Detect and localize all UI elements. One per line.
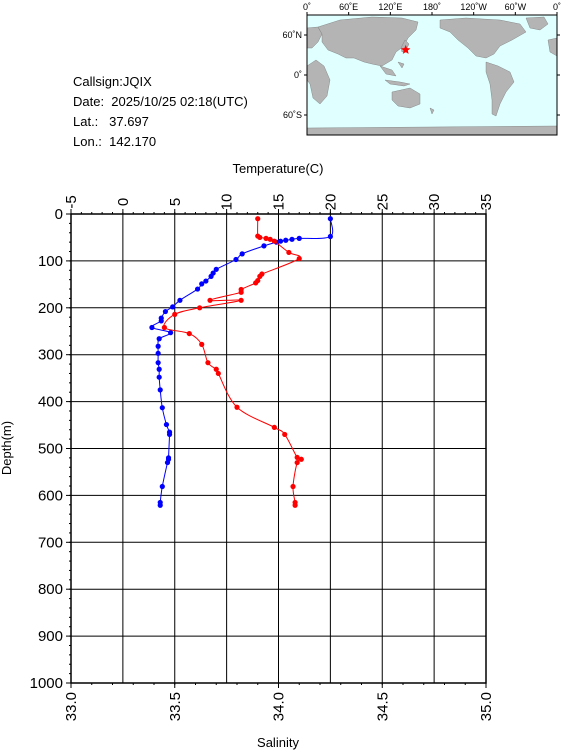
salinity-point <box>286 250 291 255</box>
temperature-point <box>157 336 162 341</box>
salinity-point <box>272 239 277 244</box>
temperature-point <box>157 375 162 380</box>
salinity-point <box>162 325 167 330</box>
salinity-point <box>282 432 287 437</box>
temperature-point <box>328 216 333 221</box>
salinity-point <box>205 360 210 365</box>
temperature-point <box>240 251 245 256</box>
salinity-point <box>297 256 302 261</box>
temperature-tick-label: 30 <box>426 194 443 211</box>
temperature-point <box>167 432 172 437</box>
depth-tick-label: 500 <box>38 441 63 458</box>
temperature-point <box>160 405 165 410</box>
map-lon-label: 120˚W <box>460 2 487 12</box>
temperature-point <box>283 238 288 243</box>
salinity-point <box>253 280 258 285</box>
temperature-tick-label: 5 <box>167 198 184 206</box>
temperature-tick-label: 10 <box>219 194 236 211</box>
temperature-point <box>159 318 164 323</box>
salinity-point <box>234 405 239 410</box>
temperature-tick-label: 20 <box>322 194 339 211</box>
salinity-point <box>207 298 212 303</box>
depth-tick-label: 300 <box>38 347 63 364</box>
depth-tick-label: 700 <box>38 534 63 551</box>
temperature-tick-label: 35 <box>478 194 495 211</box>
salinity-point <box>187 331 192 336</box>
temperature-point <box>164 422 169 427</box>
temperature-point <box>168 330 173 335</box>
depth-tick-label: 400 <box>38 394 63 411</box>
chart-series <box>149 216 333 508</box>
temperature-tick-label: 0 <box>115 198 132 206</box>
map-lon-label: 60˚W <box>505 2 527 12</box>
salinity-axis-title: Salinity <box>257 735 299 750</box>
temperature-point <box>149 325 154 330</box>
temperature-point <box>199 281 204 286</box>
salinity-tick-label: 33.5 <box>167 692 184 721</box>
temperature-point <box>177 298 182 303</box>
salinity-tick-label: 34.5 <box>374 692 391 721</box>
salinity-point <box>295 460 300 465</box>
temperature-point <box>233 257 238 262</box>
temperature-point <box>163 309 168 314</box>
map-lon-label: 60˚E <box>339 2 358 12</box>
temperature-point <box>157 367 162 372</box>
map-lat-label: 60˚S <box>283 110 302 120</box>
temperature-point <box>156 344 161 349</box>
salinity-point <box>290 484 295 489</box>
temperature-point <box>195 286 200 291</box>
salinity-point <box>293 503 298 508</box>
temperature-point <box>170 304 175 309</box>
temperature-point <box>158 503 163 508</box>
salinity-tick-label: 35.0 <box>478 692 495 721</box>
temperature-tick-label: 25 <box>374 194 391 211</box>
salinity-point <box>239 290 244 295</box>
depth-tick-label: 800 <box>38 581 63 598</box>
temperature-point <box>156 360 161 365</box>
temperature-point <box>156 351 161 356</box>
salinity-point <box>172 312 177 317</box>
map-lat-label: 60˚N <box>282 30 302 40</box>
temperature-tick-label: 15 <box>271 194 288 211</box>
salinity-point <box>272 425 277 430</box>
salinity-tick-label: 33.0 <box>63 692 80 721</box>
temperature-point <box>289 237 294 242</box>
temperature-point <box>328 234 333 239</box>
salinity-point <box>199 342 204 347</box>
temperature-axis-title: Temperature(C) <box>232 161 323 176</box>
depth-tick-label: 600 <box>38 487 63 504</box>
temperature-point <box>158 387 163 392</box>
salinity-point <box>216 371 221 376</box>
salinity-point <box>257 235 262 240</box>
depth-tick-label: 100 <box>38 253 63 270</box>
depth-tick-label: 900 <box>38 628 63 645</box>
chart-grid <box>71 214 486 683</box>
temperature-point <box>297 236 302 241</box>
salinity-point <box>239 298 244 303</box>
salinity-point <box>197 305 202 310</box>
depth-tick-label: 1000 <box>30 675 63 692</box>
depth-tick-label: 200 <box>38 300 63 317</box>
depth-tick-label: 0 <box>55 206 63 223</box>
map-lon-label: 120˚E <box>378 2 402 12</box>
map-lat-label: 0˚ <box>294 70 302 80</box>
temperature-point <box>261 243 266 248</box>
temperature-point <box>160 484 165 489</box>
world-map: 0˚ 60˚E 120˚E 180˚ 120˚W 60˚W 0˚ 60˚N 0˚ 60˚S <box>282 2 561 135</box>
temperature-point <box>208 274 213 279</box>
salinity-tick-label: 34.0 <box>271 692 288 721</box>
depth-axis-title: Depth(m) <box>0 421 14 475</box>
temperature-tick-label: -5 <box>63 195 80 208</box>
salinity-point <box>299 457 304 462</box>
map-lon-label: 0˚ <box>303 2 311 12</box>
temperature-point <box>165 460 170 465</box>
temperature-line <box>152 219 333 506</box>
map-lon-label: 0˚ <box>553 2 561 12</box>
map-lon-label: 180˚ <box>423 2 441 12</box>
salinity-point <box>255 216 260 221</box>
